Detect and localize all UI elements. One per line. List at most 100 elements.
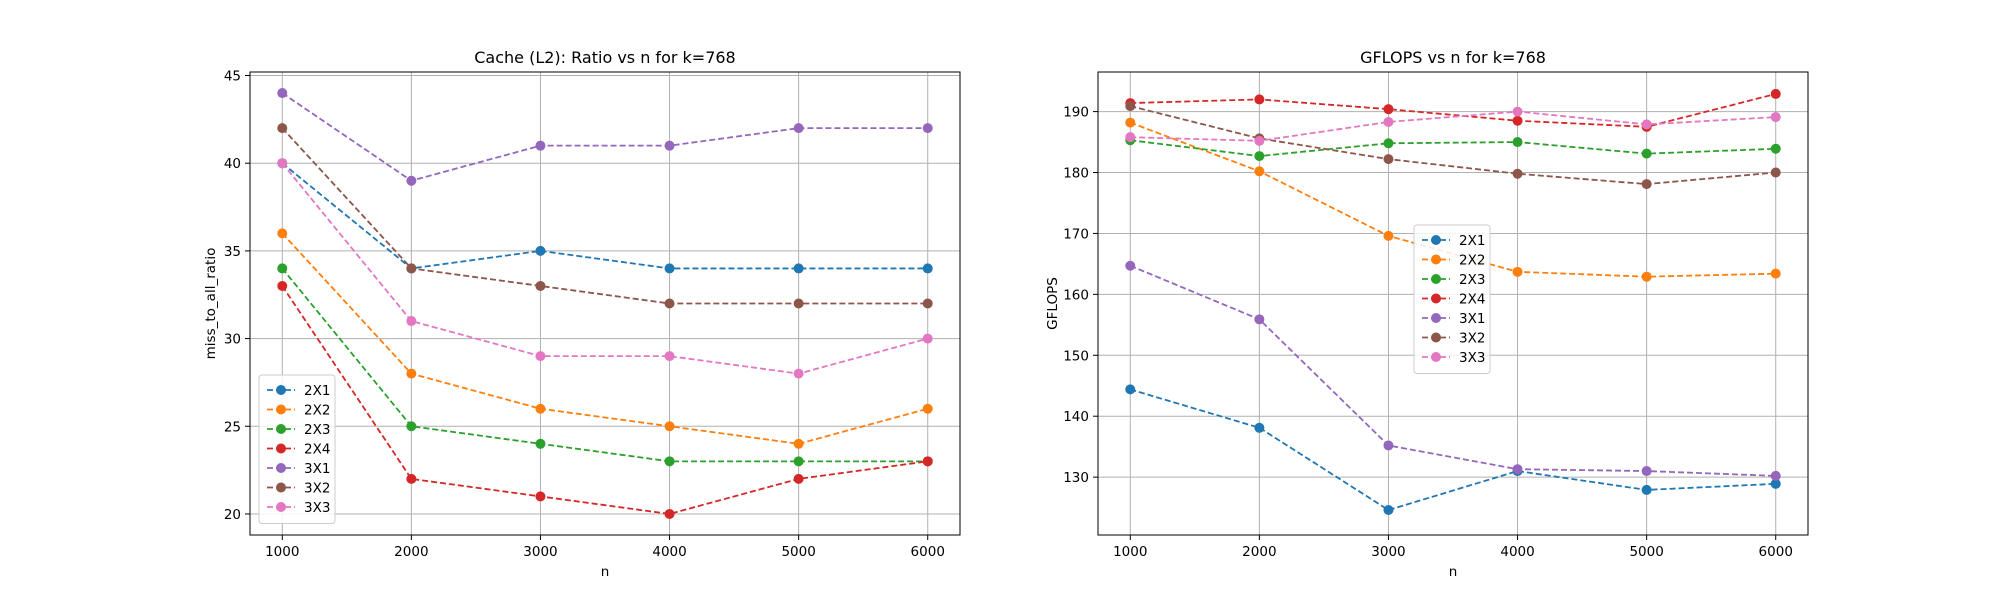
- data-point: [1254, 94, 1265, 105]
- y-axis-label: miss_to_all_ratio: [203, 248, 219, 360]
- chart-1: 1000 2000 3000 4000 5000 6000 20 25 30 35 40 45 Cach…: [203, 48, 961, 580]
- series-2X2: [277, 228, 933, 449]
- legend-marker: [276, 482, 286, 493]
- legend-label: 3X2: [1459, 331, 1485, 347]
- legend-item: 2X2: [267, 403, 330, 419]
- legend-marker: [276, 502, 286, 512]
- data-point: [1254, 151, 1265, 162]
- legend-marker: [1431, 313, 1441, 323]
- series-line: [281, 267, 928, 463]
- y-tick-label: 140: [1063, 409, 1089, 425]
- series-2X4: [277, 280, 933, 519]
- series-2X1: [1125, 384, 1781, 516]
- y-tick-label: 150: [1063, 348, 1089, 364]
- legend-item: 3X3: [267, 500, 330, 516]
- data-point: [1512, 464, 1523, 475]
- data-point: [793, 368, 804, 379]
- series-2X2: [1125, 117, 1781, 282]
- data-point: [793, 456, 804, 467]
- legend-label: 2X4: [304, 442, 330, 458]
- legend-item: 2X1: [267, 383, 330, 399]
- legend-marker: [1431, 235, 1441, 245]
- data-point: [1383, 440, 1394, 451]
- legend-item: 3X1: [267, 461, 330, 477]
- legend-item: 2X3: [267, 422, 330, 438]
- plot-frame: [1097, 71, 1809, 536]
- series-line: [281, 162, 928, 270]
- data-point: [1383, 505, 1394, 516]
- data-point: [1641, 271, 1652, 282]
- data-point: [277, 263, 288, 274]
- legend-label: 2X1: [304, 383, 330, 399]
- data-point: [1383, 230, 1394, 241]
- series-line: [1130, 388, 1776, 512]
- x-tick-label: 3000: [523, 544, 557, 560]
- data-point: [1770, 88, 1781, 99]
- data-point: [535, 403, 546, 414]
- legend-marker: [1431, 254, 1441, 265]
- data-point: [664, 140, 675, 151]
- series-line: [281, 127, 928, 305]
- y-tick-label: 190: [1063, 105, 1089, 121]
- data-point: [1512, 168, 1523, 179]
- data-point: [1383, 116, 1394, 127]
- x-tick-label: 3000: [1371, 544, 1405, 560]
- data-point: [277, 158, 288, 169]
- legend-label: 2X3: [304, 422, 330, 438]
- data-point: [922, 333, 933, 344]
- series-line: [1130, 139, 1776, 157]
- x-axis-label: n: [1449, 564, 1458, 580]
- y-tick-label: 130: [1063, 470, 1089, 486]
- series-line: [1130, 105, 1776, 185]
- data-point: [1383, 104, 1394, 115]
- data-point: [1512, 137, 1523, 148]
- data-point: [922, 456, 933, 467]
- y-tick-label: 45: [224, 69, 241, 85]
- x-tick-label: 2000: [394, 544, 428, 560]
- legend-label: 3X3: [304, 500, 330, 516]
- data-point: [1641, 466, 1652, 477]
- data-point: [1770, 167, 1781, 178]
- legend-item: 3X1: [1422, 311, 1485, 327]
- data-point: [1512, 115, 1523, 126]
- plot-frame: [249, 71, 961, 536]
- data-point: [1383, 154, 1394, 165]
- legend: 2X1 2X2 2X3 2X4 3X1 3X2 3X3: [1413, 224, 1491, 374]
- data-point: [793, 298, 804, 309]
- data-point: [1254, 166, 1265, 177]
- series-2X3: [277, 263, 933, 467]
- data-point: [1512, 106, 1523, 117]
- data-point: [664, 298, 675, 309]
- data-point: [1770, 143, 1781, 154]
- data-point: [406, 421, 417, 432]
- data-point: [1770, 268, 1781, 279]
- legend-marker: [276, 424, 286, 434]
- x-tick-label: 1000: [265, 544, 299, 560]
- data-point: [1641, 119, 1652, 130]
- data-point: [922, 298, 933, 309]
- data-point: [1125, 132, 1136, 143]
- y-tick-label: 30: [224, 332, 241, 348]
- legend-item: 2X2: [1422, 253, 1485, 269]
- data-point: [406, 175, 417, 186]
- series-3X3: [277, 158, 933, 379]
- legend-label: 3X1: [304, 461, 330, 477]
- legend-marker: [1431, 274, 1441, 284]
- x-tick-label: 5000: [1629, 544, 1663, 560]
- data-point: [1383, 138, 1394, 149]
- data-point: [535, 351, 546, 362]
- legend-label: 2X1: [1459, 233, 1485, 249]
- series-3X1: [277, 88, 933, 186]
- data-point: [1641, 484, 1652, 495]
- data-point: [1641, 148, 1652, 159]
- x-tick-label: 5000: [781, 544, 815, 560]
- legend-label: 2X2: [1459, 253, 1485, 269]
- series-line: [1129, 121, 1776, 278]
- legend-marker: [276, 443, 286, 454]
- data-point: [1770, 478, 1781, 489]
- series-2X3: [1125, 135, 1781, 162]
- data-point: [793, 263, 804, 274]
- y-tick-label: 20: [224, 507, 241, 523]
- x-tick-label: 6000: [1759, 544, 1793, 560]
- y-tick-label: 160: [1063, 287, 1089, 303]
